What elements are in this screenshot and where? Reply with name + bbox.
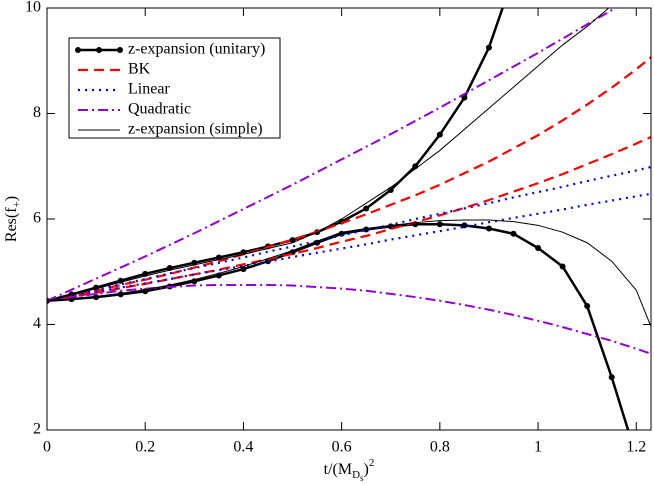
series-marker (363, 205, 370, 212)
series-marker (461, 222, 468, 229)
series-marker (485, 225, 492, 232)
series-marker (436, 131, 443, 138)
series-line (47, 192, 651, 302)
series-marker (608, 374, 615, 381)
x-tick-label: 0 (43, 439, 51, 456)
series-line (47, 8, 618, 302)
legend-label: z-expansion (simple) (128, 121, 263, 138)
legend-marker (75, 47, 81, 53)
legend-marker (117, 47, 123, 53)
legend-marker (96, 47, 102, 53)
legend-box (68, 37, 281, 139)
series-marker (461, 94, 468, 101)
series-marker (510, 230, 517, 237)
plot-area (47, 8, 651, 430)
series-line (47, 8, 610, 302)
x-tick-label: 1.2 (626, 439, 646, 456)
x-label-part: ) (364, 461, 369, 478)
series-line (47, 135, 651, 302)
x-tick-label: 0.6 (332, 439, 352, 456)
x-label-subsub: s (360, 473, 364, 483)
y-tick-label: 6 (33, 210, 41, 227)
x-tick-label: 0.4 (233, 439, 253, 456)
series-line (47, 55, 651, 302)
x-label-sup: 2 (369, 457, 375, 469)
y-tick-label: 8 (33, 104, 41, 121)
x-axis-label: t/(MDs)2 (324, 457, 375, 483)
series-line (47, 283, 651, 355)
series-line (47, 223, 630, 430)
legend-label: BK (128, 61, 151, 78)
legend-label: z-expansion (unitary) (128, 41, 265, 58)
x-label-part: t/(M (324, 461, 352, 478)
series-marker (485, 44, 492, 51)
y-axis-label: Res(f+) (3, 196, 23, 242)
series-marker (535, 245, 542, 252)
x-tick-label: 0.2 (135, 439, 155, 456)
y-label-part: ) (3, 196, 20, 201)
y-tick-label: 10 (25, 0, 41, 16)
series-marker (559, 263, 566, 270)
series-marker (436, 221, 443, 228)
legend-label: Linear (128, 81, 170, 98)
y-tick-label: 4 (33, 315, 41, 332)
legend-label: Quadratic (128, 101, 191, 118)
series-marker (240, 266, 247, 273)
series-marker (584, 303, 591, 310)
y-label-part: Res(f (3, 207, 20, 242)
x-tick-label: 1 (534, 439, 542, 456)
series-line (47, 219, 651, 328)
series-marker (117, 291, 124, 298)
x-tick-label: 0.8 (430, 439, 450, 456)
x-label-sub: D (352, 469, 360, 481)
series-marker (93, 294, 100, 301)
y-label-sub: + (11, 201, 23, 207)
y-tick-label: 2 (33, 421, 41, 438)
